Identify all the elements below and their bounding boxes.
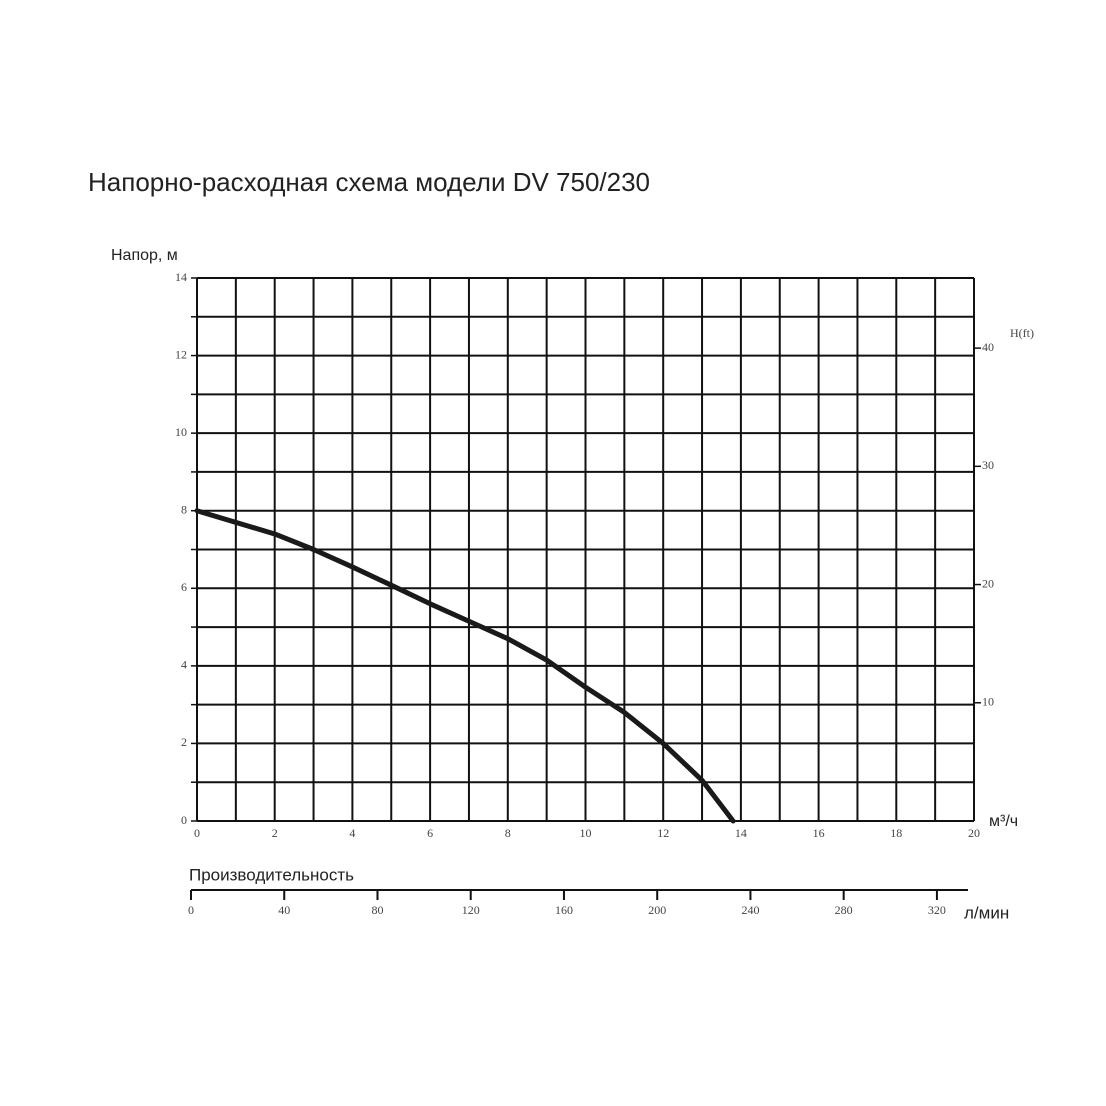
x2-tick-label: 240 bbox=[741, 903, 759, 917]
y-axis-title: Напор, м bbox=[111, 247, 178, 264]
x-tick-label: 20 bbox=[968, 826, 980, 840]
y-tick-label: 0 bbox=[181, 813, 187, 827]
x-tick-label: 2 bbox=[272, 826, 278, 840]
x2-tick-label: 320 bbox=[928, 903, 946, 917]
y-tick-label: 2 bbox=[181, 735, 187, 749]
y-tick-label: 14 bbox=[175, 270, 187, 284]
x-tick-label: 4 bbox=[349, 826, 355, 840]
y-tick-label: 10 bbox=[175, 425, 187, 439]
x2-axis-unit: л/мин bbox=[964, 903, 1009, 922]
x-tick-label: 16 bbox=[813, 826, 825, 840]
y2-tick-label: 40 bbox=[982, 340, 994, 354]
y2-tick-label: 30 bbox=[982, 458, 994, 472]
y-tick-label: 4 bbox=[181, 658, 187, 672]
y-tick-label: 6 bbox=[181, 580, 187, 594]
y-tick-label: 8 bbox=[181, 502, 187, 516]
x2-tick-label: 80 bbox=[371, 903, 383, 917]
x2-tick-label: 160 bbox=[555, 903, 573, 917]
x-tick-label: 10 bbox=[580, 826, 592, 840]
curve bbox=[194, 508, 736, 824]
chart-title: Напорно-расходная схема модели DV 750/23… bbox=[88, 167, 650, 197]
x2-tick-label: 280 bbox=[835, 903, 853, 917]
y2-tick-label: 10 bbox=[982, 695, 994, 709]
y-tick-label: 12 bbox=[175, 347, 187, 361]
y2-axis-title: H(ft) bbox=[1010, 326, 1034, 340]
x-tick-label: 18 bbox=[890, 826, 902, 840]
y2-tick-label: 20 bbox=[982, 576, 994, 590]
x2-axis-title: Производительность bbox=[189, 865, 354, 884]
x-tick-label: 0 bbox=[194, 826, 200, 840]
x2-tick-label: 40 bbox=[278, 903, 290, 917]
x-axis-title: м³/ч bbox=[989, 813, 1018, 830]
x2-tick-label: 120 bbox=[462, 903, 480, 917]
x-tick-label: 12 bbox=[657, 826, 669, 840]
x2-tick-label: 200 bbox=[648, 903, 666, 917]
x-tick-label: 8 bbox=[505, 826, 511, 840]
x-tick-label: 14 bbox=[735, 826, 747, 840]
x-tick-label: 6 bbox=[427, 826, 433, 840]
x2-tick-label: 0 bbox=[188, 903, 194, 917]
